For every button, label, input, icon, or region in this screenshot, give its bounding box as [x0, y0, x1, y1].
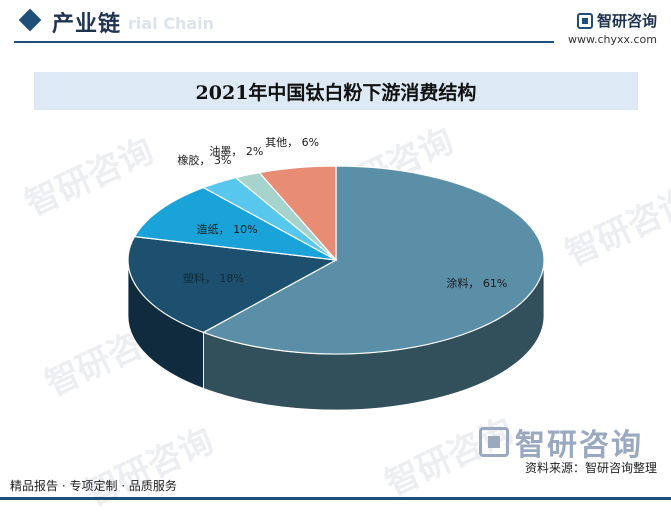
- pie-label-3: 橡胶， 3%: [177, 153, 231, 167]
- source-note: 资料来源：智研咨询整理: [524, 461, 657, 475]
- pie-slice-1: [127, 235, 338, 334]
- pie-label-group: 涂料， 61% 塑料， 18% 造纸， 10% 橡胶， 3%油墨， 2%其他， 6%: [177, 136, 507, 290]
- footer-logo-text: 智研咨询: [515, 428, 643, 463]
- brand-url[interactable]: www.chyxx.com: [567, 33, 657, 46]
- pie-label-2: 造纸， 10%: [197, 222, 258, 236]
- brand: 智研咨询 www.chyxx.com: [568, 10, 657, 46]
- pie-label-5: 其他， 6%: [265, 136, 319, 149]
- pie-chart: 涂料， 61% 塑料， 18% 造纸， 10% 橡胶， 3%油墨， 2%其他， 6%: [127, 136, 545, 411]
- header-divider: [14, 41, 554, 43]
- brand-name: 智研咨询: [596, 12, 657, 30]
- footer-tagline: 精品报告 · 专项定制 · 品质服务: [10, 479, 177, 493]
- chart-title: 2021年中国钛白粉下游消费结构: [195, 81, 477, 104]
- logo-icon: [479, 427, 509, 457]
- pie-slice-0: [201, 165, 545, 355]
- chart-title-box: 2021年中国钛白粉下游消费结构: [34, 72, 638, 110]
- pie-label-0: 涂料， 61%: [446, 276, 507, 290]
- pie-slice-5: [258, 165, 337, 262]
- pie-slice-2: [133, 186, 337, 261]
- pie-label-1: 塑料， 18%: [183, 271, 244, 285]
- section-watermark: rial Chain: [128, 14, 215, 33]
- pie-top-group: [127, 165, 545, 355]
- footer-bar: [0, 497, 671, 500]
- pie-label-4: 油墨， 2%: [209, 144, 263, 158]
- footer-logo: 智研咨询: [479, 420, 643, 464]
- brand-logo-icon: [576, 12, 593, 29]
- section-title: 产业链: [52, 12, 122, 37]
- header: rial Chain 产业链 智研咨询 www.chyxx.com: [0, 0, 671, 46]
